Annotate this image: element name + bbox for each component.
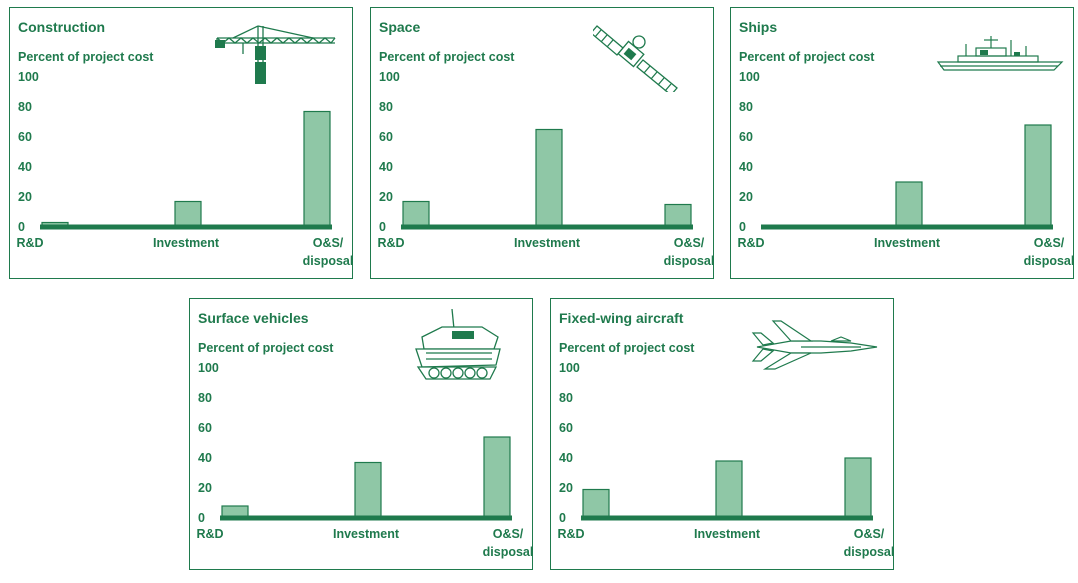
y-tick-label: 40 bbox=[559, 451, 573, 465]
chart-panel-ships: Ships Percent of project cost 0 20 40 60 80 1… bbox=[730, 7, 1074, 279]
y-tick-label: 60 bbox=[559, 421, 573, 435]
y-axis-label: Percent of project cost bbox=[18, 50, 154, 64]
bar-2 bbox=[174, 200, 202, 228]
bar-3 bbox=[303, 110, 331, 228]
chart-panel-space: Space Percent of project cost 0 20 40 60 80 1… bbox=[370, 7, 714, 279]
y-tick-label: 80 bbox=[379, 100, 393, 114]
y-tick-label: 80 bbox=[198, 391, 212, 405]
y-axis-label: Percent of project cost bbox=[379, 50, 515, 64]
bar-plot: 0 20 40 60 80 100 R&D Investment O&S/disposal bbox=[737, 70, 1075, 268]
x-category-label: O&S/disposal bbox=[664, 236, 715, 268]
x-category-label: O&S/disposal bbox=[483, 527, 534, 559]
ship-icon bbox=[936, 36, 1064, 71]
x-category-label: O&S/disposal bbox=[844, 527, 895, 559]
y-axis-label: Percent of project cost bbox=[739, 50, 875, 64]
y-tick-label: 40 bbox=[739, 160, 753, 174]
y-axis-label: Percent of project cost bbox=[559, 341, 695, 355]
chart-panel-construction: Construction Percent of project cost 0 20… bbox=[9, 7, 353, 279]
chart-title: Space bbox=[379, 19, 421, 35]
tank-icon bbox=[415, 309, 501, 380]
chart-panel-fixed-wing-aircraft: Fixed-wing aircraft Percent of project c… bbox=[550, 298, 894, 570]
bar-3 bbox=[1024, 124, 1052, 228]
x-category-label: Investment bbox=[694, 527, 761, 541]
x-category-label: R&D bbox=[737, 236, 764, 250]
y-tick-label: 100 bbox=[559, 361, 580, 375]
satellite-icon bbox=[593, 25, 678, 92]
y-tick-label: 80 bbox=[559, 391, 573, 405]
x-category-label: Investment bbox=[153, 236, 220, 250]
x-category-label: Investment bbox=[874, 236, 941, 250]
bar-plot: 0 20 40 60 80 100 R&D Investment O&S/disposal bbox=[557, 361, 895, 559]
y-tick-label: 20 bbox=[18, 190, 32, 204]
bar-1 bbox=[402, 200, 430, 228]
y-tick-label: 0 bbox=[198, 511, 205, 525]
x-category-label: R&D bbox=[16, 236, 43, 250]
y-tick-label: 40 bbox=[379, 160, 393, 174]
chart-title: Construction bbox=[18, 19, 106, 35]
bar-2 bbox=[895, 181, 923, 228]
bar-plot: 0 20 40 60 80 100 R&D Investment O&S/disposal bbox=[16, 70, 354, 268]
y-tick-label: 60 bbox=[18, 130, 32, 144]
y-tick-label: 0 bbox=[18, 220, 25, 234]
crane-icon bbox=[215, 25, 336, 84]
y-tick-label: 20 bbox=[198, 481, 212, 495]
x-category-label: O&S/disposal bbox=[1024, 236, 1075, 268]
bar-3 bbox=[844, 457, 872, 519]
y-tick-label: 40 bbox=[18, 160, 32, 174]
y-tick-label: 60 bbox=[198, 421, 212, 435]
bar-plot: 0 20 40 60 80 100 R&D Investment O&S/disposal bbox=[377, 70, 715, 268]
y-tick-label: 80 bbox=[739, 100, 753, 114]
bar-2 bbox=[715, 460, 743, 519]
bar-2 bbox=[535, 128, 563, 228]
x-category-label: R&D bbox=[557, 527, 584, 541]
y-tick-label: 60 bbox=[739, 130, 753, 144]
chart-title: Surface vehicles bbox=[198, 310, 309, 326]
x-category-label: Investment bbox=[333, 527, 400, 541]
bar-2 bbox=[354, 461, 382, 519]
y-tick-label: 0 bbox=[739, 220, 746, 234]
y-tick-label: 0 bbox=[559, 511, 566, 525]
x-category-label: Investment bbox=[514, 236, 581, 250]
chart-panel-surface-vehicles: Surface vehicles Percent of project cost… bbox=[189, 298, 533, 570]
bar-plot: 0 20 40 60 80 100 R&D Investment O&S/disposal bbox=[196, 361, 534, 559]
bar-1 bbox=[582, 488, 610, 519]
chart-title: Ships bbox=[739, 19, 778, 35]
y-tick-label: 20 bbox=[739, 190, 753, 204]
bar-3 bbox=[483, 436, 511, 519]
y-tick-label: 80 bbox=[18, 100, 32, 114]
y-tick-label: 100 bbox=[379, 70, 400, 84]
y-tick-label: 40 bbox=[198, 451, 212, 465]
x-category-label: R&D bbox=[196, 527, 223, 541]
chart-title: Fixed-wing aircraft bbox=[559, 310, 684, 326]
y-tick-label: 20 bbox=[559, 481, 573, 495]
y-tick-label: 60 bbox=[379, 130, 393, 144]
y-tick-label: 20 bbox=[379, 190, 393, 204]
fighter-jet-icon bbox=[751, 320, 878, 370]
y-axis-label: Percent of project cost bbox=[198, 341, 334, 355]
y-tick-label: 100 bbox=[18, 70, 39, 84]
bar-3 bbox=[664, 203, 692, 228]
y-tick-label: 100 bbox=[198, 361, 219, 375]
y-tick-label: 100 bbox=[739, 70, 760, 84]
y-tick-label: 0 bbox=[379, 220, 386, 234]
x-category-label: O&S/disposal bbox=[303, 236, 354, 268]
x-category-label: R&D bbox=[377, 236, 404, 250]
